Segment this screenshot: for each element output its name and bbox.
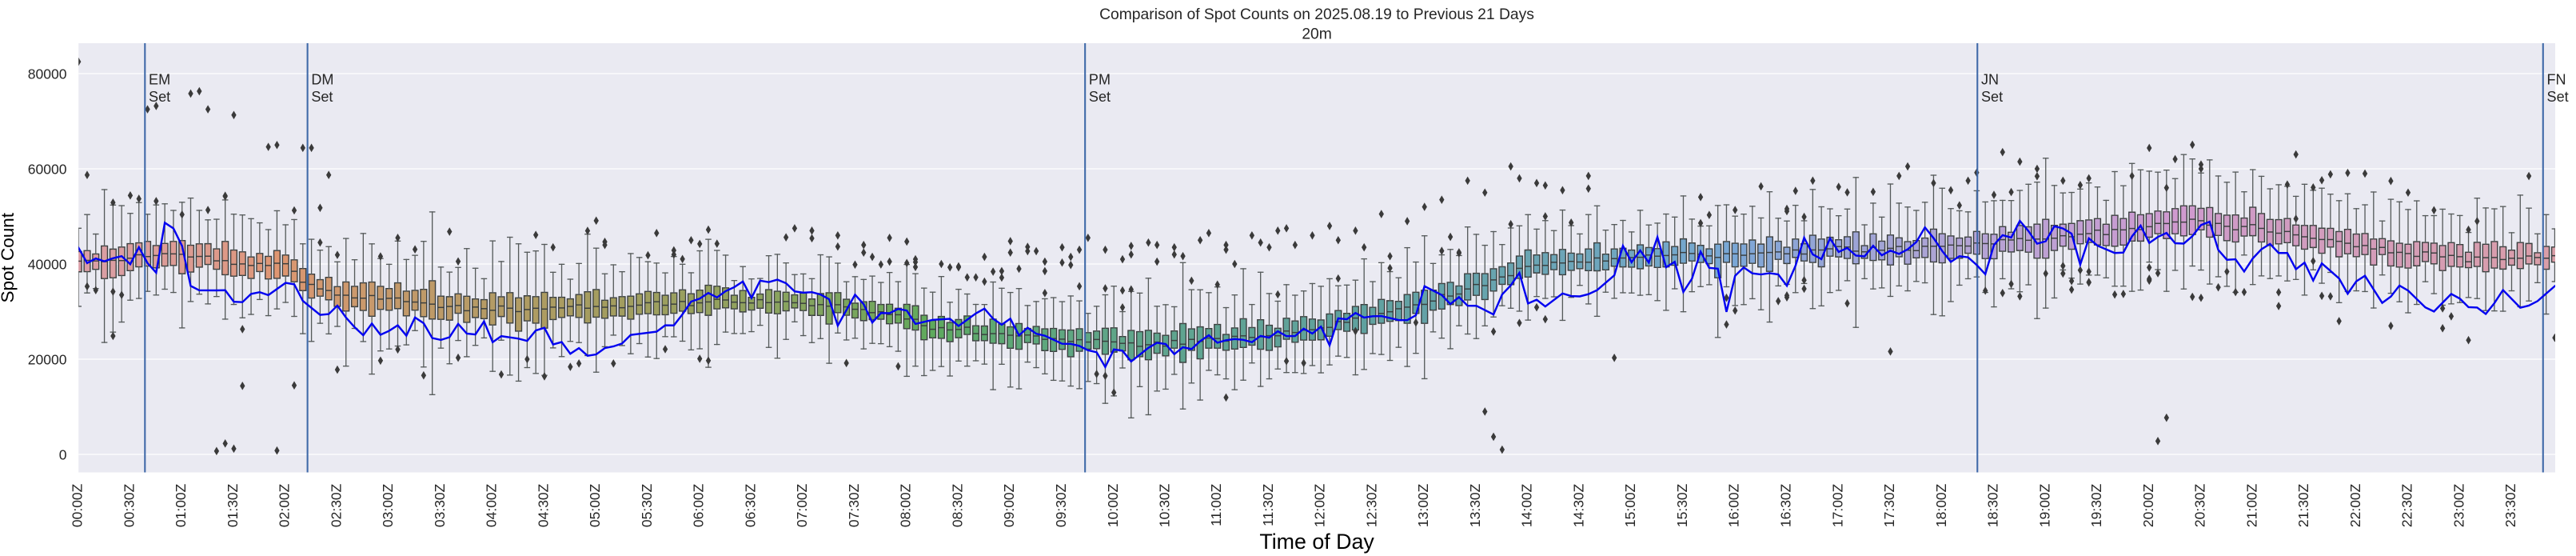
svg-text:Set: Set: [311, 89, 333, 105]
svg-text:11:30Z: 11:30Z: [1260, 483, 1276, 526]
svg-text:02:30Z: 02:30Z: [328, 483, 344, 527]
svg-text:EM: EM: [149, 72, 170, 88]
svg-text:12:30Z: 12:30Z: [1363, 483, 1379, 527]
svg-text:15:30Z: 15:30Z: [1674, 483, 1690, 527]
svg-text:05:30Z: 05:30Z: [639, 483, 655, 527]
svg-text:02:00Z: 02:00Z: [277, 483, 293, 527]
svg-text:06:00Z: 06:00Z: [691, 483, 707, 527]
svg-text:0: 0: [59, 446, 67, 462]
svg-text:04:00Z: 04:00Z: [484, 483, 500, 527]
svg-text:19:00Z: 19:00Z: [2036, 483, 2052, 527]
svg-text:03:00Z: 03:00Z: [380, 483, 396, 527]
svg-text:01:30Z: 01:30Z: [225, 483, 241, 527]
svg-text:10:30Z: 10:30Z: [1156, 483, 1172, 527]
svg-text:60000: 60000: [28, 161, 67, 177]
svg-text:07:00Z: 07:00Z: [794, 483, 810, 527]
svg-text:22:30Z: 22:30Z: [2399, 483, 2415, 527]
svg-text:08:30Z: 08:30Z: [949, 483, 965, 527]
svg-text:09:00Z: 09:00Z: [1001, 483, 1017, 527]
svg-text:FN: FN: [2547, 72, 2566, 88]
svg-text:DM: DM: [311, 72, 333, 88]
svg-text:12:00Z: 12:00Z: [1312, 483, 1328, 527]
svg-text:00:30Z: 00:30Z: [121, 483, 137, 527]
svg-text:10:00Z: 10:00Z: [1105, 483, 1121, 527]
svg-text:Set: Set: [1089, 89, 1111, 105]
svg-text:11:00Z: 11:00Z: [1208, 483, 1224, 526]
svg-text:15:00Z: 15:00Z: [1622, 483, 1638, 527]
svg-text:20000: 20000: [28, 351, 67, 367]
svg-text:09:30Z: 09:30Z: [1053, 483, 1069, 527]
svg-text:05:00Z: 05:00Z: [587, 483, 603, 527]
svg-text:04:30Z: 04:30Z: [535, 483, 551, 527]
svg-text:13:00Z: 13:00Z: [1415, 483, 1431, 527]
svg-text:20m: 20m: [1302, 26, 1332, 42]
svg-text:19:30Z: 19:30Z: [2088, 483, 2104, 527]
svg-text:14:30Z: 14:30Z: [1570, 483, 1586, 527]
svg-text:80000: 80000: [28, 66, 67, 82]
svg-text:20:30Z: 20:30Z: [2192, 483, 2208, 527]
svg-text:06:30Z: 06:30Z: [742, 483, 758, 527]
svg-text:21:00Z: 21:00Z: [2243, 483, 2259, 527]
svg-text:23:30Z: 23:30Z: [2502, 483, 2518, 527]
svg-text:18:00Z: 18:00Z: [1933, 483, 1949, 527]
svg-text:08:00Z: 08:00Z: [898, 483, 914, 527]
svg-text:17:30Z: 17:30Z: [1881, 483, 1897, 527]
svg-text:03:30Z: 03:30Z: [432, 483, 448, 527]
svg-text:22:00Z: 22:00Z: [2347, 483, 2363, 527]
svg-text:01:00Z: 01:00Z: [173, 483, 189, 527]
svg-text:40000: 40000: [28, 256, 67, 272]
svg-text:Set: Set: [2547, 89, 2569, 105]
svg-text:20:00Z: 20:00Z: [2140, 483, 2156, 527]
svg-text:Set: Set: [149, 89, 170, 105]
svg-text:Comparison of Spot Counts on 2: Comparison of Spot Counts on 2025.08.19 …: [1099, 6, 1534, 23]
svg-text:Set: Set: [1981, 89, 2003, 105]
svg-text:13:30Z: 13:30Z: [1467, 483, 1483, 527]
svg-text:16:00Z: 16:00Z: [1726, 483, 1742, 527]
svg-text:00:00Z: 00:00Z: [70, 483, 86, 527]
svg-text:17:00Z: 17:00Z: [1829, 483, 1845, 527]
svg-text:JN: JN: [1981, 72, 1999, 88]
svg-text:23:00Z: 23:00Z: [2450, 483, 2466, 527]
svg-text:18:30Z: 18:30Z: [1985, 483, 2001, 527]
svg-text:Spot Count: Spot Count: [0, 212, 18, 302]
svg-text:16:30Z: 16:30Z: [1777, 483, 1793, 527]
svg-text:14:00Z: 14:00Z: [1519, 483, 1535, 527]
svg-text:21:30Z: 21:30Z: [2295, 483, 2311, 527]
svg-text:Time of Day: Time of Day: [1259, 530, 1374, 554]
svg-text:PM: PM: [1089, 72, 1111, 88]
svg-text:07:30Z: 07:30Z: [846, 483, 862, 527]
